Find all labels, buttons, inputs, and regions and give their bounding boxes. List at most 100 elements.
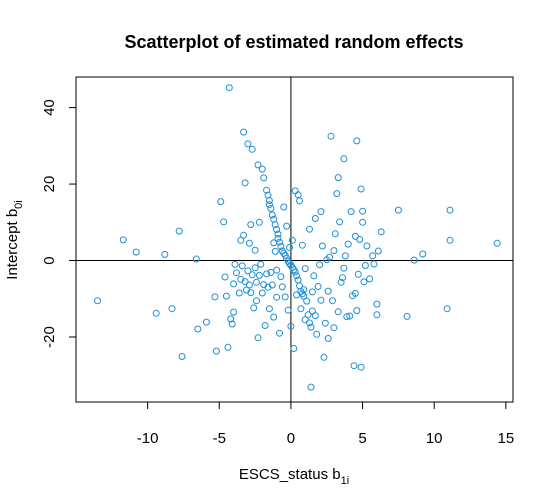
data-point [251, 264, 259, 272]
chart-title: Scatterplot of estimated random effects [124, 32, 463, 52]
data-point [194, 325, 202, 333]
data-point [340, 264, 348, 272]
data-point [343, 313, 351, 321]
data-point [254, 334, 262, 342]
data-point [357, 363, 365, 371]
data-point [247, 221, 255, 229]
y-axis-label: Intercept b0i [4, 200, 25, 279]
data-point [361, 262, 369, 269]
data-point [244, 140, 252, 148]
data-point [283, 222, 291, 230]
data-point [248, 271, 256, 279]
data-point [230, 280, 238, 288]
data-point [297, 305, 305, 313]
data-point [357, 185, 365, 193]
data-point [276, 329, 283, 337]
data-point [313, 330, 321, 338]
data-point [336, 218, 344, 226]
data-point [353, 137, 361, 145]
data-point [258, 165, 266, 173]
data-point [340, 155, 348, 163]
data-point [350, 362, 358, 370]
data-point [241, 278, 249, 286]
data-point [178, 353, 186, 360]
data-point [394, 206, 402, 214]
data-point [251, 246, 259, 254]
data-point [211, 293, 219, 301]
data-point [296, 197, 303, 205]
data-point [274, 230, 282, 238]
data-point [273, 293, 281, 301]
data-point [192, 255, 200, 263]
data-point [324, 287, 332, 295]
data-point [370, 260, 378, 268]
data-point [318, 242, 326, 250]
data-point [359, 218, 367, 226]
data-point [334, 174, 342, 182]
data-point [255, 271, 263, 279]
x-tick-label: -10 [137, 430, 159, 447]
data-point [306, 319, 313, 327]
y-axis: -20 0 20 40 [41, 99, 77, 348]
data-point [344, 240, 352, 248]
data-point [245, 281, 253, 289]
data-point [287, 322, 295, 330]
data-point [326, 253, 334, 261]
data-point [446, 206, 454, 214]
data-point [270, 313, 278, 321]
data-points [94, 84, 501, 391]
data-point [291, 268, 299, 276]
data-point [307, 323, 315, 331]
data-point [298, 241, 306, 249]
data-point [278, 283, 286, 291]
x-axis-label-main: ESCS_status b [239, 466, 341, 483]
data-point [373, 300, 381, 308]
data-point [168, 305, 176, 313]
data-point [253, 297, 260, 305]
y-tick-label: 0 [41, 256, 58, 264]
x-tick-label: 10 [426, 430, 443, 447]
data-point [271, 247, 279, 255]
data-point [353, 307, 361, 315]
data-point [321, 319, 329, 327]
data-point [132, 248, 140, 256]
data-point [317, 208, 325, 216]
data-point [306, 225, 313, 233]
data-point [286, 244, 293, 251]
data-point [268, 281, 276, 289]
data-point [373, 311, 381, 319]
data-point [307, 383, 315, 391]
data-point [231, 260, 239, 268]
data-point [419, 250, 427, 258]
data-point [274, 234, 282, 242]
data-point [300, 286, 308, 294]
data-point [443, 305, 451, 313]
data-point [250, 304, 258, 312]
data-point [377, 228, 385, 236]
data-point [363, 242, 371, 250]
data-point [119, 236, 127, 244]
y-tick-label: 40 [41, 99, 58, 116]
data-point [330, 324, 338, 332]
data-point [258, 289, 266, 297]
data-point [324, 335, 332, 342]
data-point [333, 190, 341, 198]
data-point [341, 252, 349, 260]
data-point [360, 278, 368, 286]
y-axis-label-subscript: 0i [13, 200, 25, 209]
data-point [247, 289, 255, 297]
data-point [265, 201, 273, 209]
data-point [161, 250, 169, 258]
x-tick-label: 0 [287, 430, 295, 447]
data-point [301, 265, 309, 273]
data-point [265, 305, 273, 313]
data-point [303, 297, 311, 305]
data-point [329, 297, 336, 305]
x-tick-label: 5 [358, 430, 366, 447]
data-point [316, 261, 324, 269]
data-point [263, 186, 271, 194]
data-point [284, 306, 292, 314]
data-point [314, 283, 322, 290]
data-point [293, 272, 301, 280]
